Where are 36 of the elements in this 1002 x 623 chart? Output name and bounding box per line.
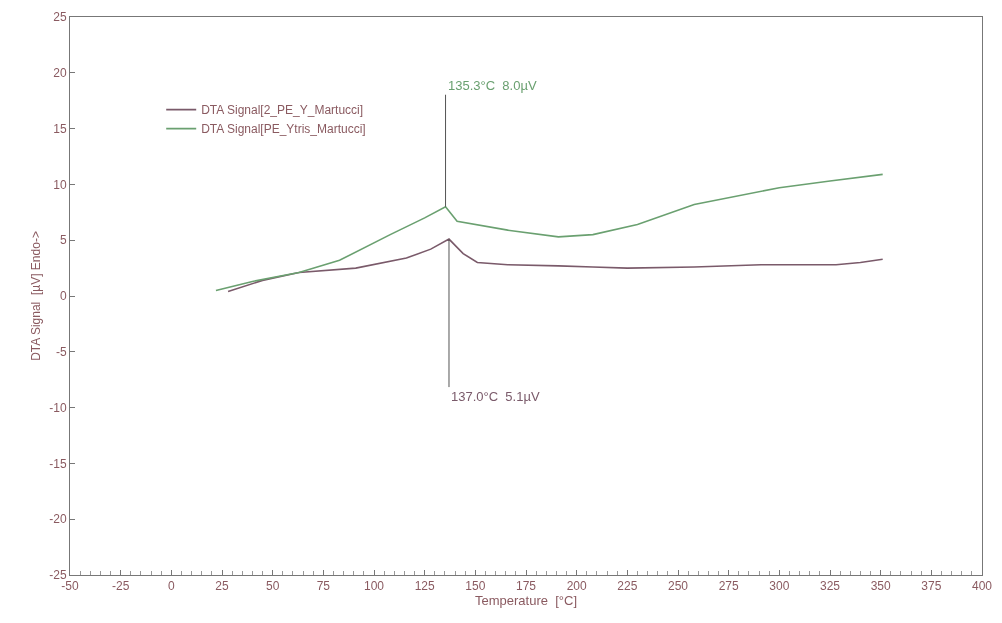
y-tick-label: 20 bbox=[53, 66, 67, 80]
y-tick-label: -10 bbox=[49, 400, 67, 415]
x-tick-label: 275 bbox=[718, 579, 739, 594]
x-tick-label: 250 bbox=[667, 579, 689, 594]
line-series bbox=[215, 173, 884, 292]
y-tick-label: 0 bbox=[59, 289, 67, 304]
x-tick-label: 225 bbox=[617, 579, 638, 594]
y-tick-label: 10 bbox=[53, 177, 67, 192]
x-tick-label: 50 bbox=[265, 579, 280, 594]
legend-label: DTA Signal[2_PE_Y_Martucci] bbox=[201, 103, 364, 118]
x-tick-label: 300 bbox=[769, 579, 790, 594]
x-tick-label: -25 bbox=[112, 579, 130, 594]
x-tick-label: 200 bbox=[566, 579, 587, 594]
x-tick-label: 125 bbox=[414, 579, 435, 594]
x-tick-label: 375 bbox=[921, 579, 942, 594]
y-axis-title: DTA Signal [µV] Endo-> bbox=[28, 231, 43, 361]
y-tick-label: 5 bbox=[59, 233, 67, 248]
annotation: 137.0°C 5.1µV bbox=[451, 389, 540, 404]
x-tick-label: 75 bbox=[316, 579, 331, 594]
x-tick-label: 350 bbox=[870, 579, 891, 594]
annotation: 135.3°C 8.0µV bbox=[448, 78, 537, 93]
y-tick-label: 15 bbox=[53, 121, 67, 136]
y-tick-label: -20 bbox=[49, 512, 67, 527]
x-axis-title: Temperature [°C] bbox=[474, 593, 578, 609]
y-tick-label: -5 bbox=[55, 345, 67, 359]
line-series bbox=[227, 238, 884, 293]
x-tick-label: 0 bbox=[167, 579, 175, 594]
x-tick-label: 325 bbox=[819, 579, 841, 594]
x-tick-label: 175 bbox=[515, 579, 537, 594]
legend-label: DTA Signal[PE_Ytris_Martucci] bbox=[201, 122, 366, 137]
x-tick-label: 100 bbox=[363, 579, 385, 594]
x-tick-label: 150 bbox=[465, 579, 486, 594]
x-tick-label: 400 bbox=[971, 579, 993, 594]
y-tick-label: 25 bbox=[53, 10, 67, 25]
y-tick-label: -15 bbox=[49, 456, 67, 471]
x-tick-label: 25 bbox=[215, 579, 229, 594]
